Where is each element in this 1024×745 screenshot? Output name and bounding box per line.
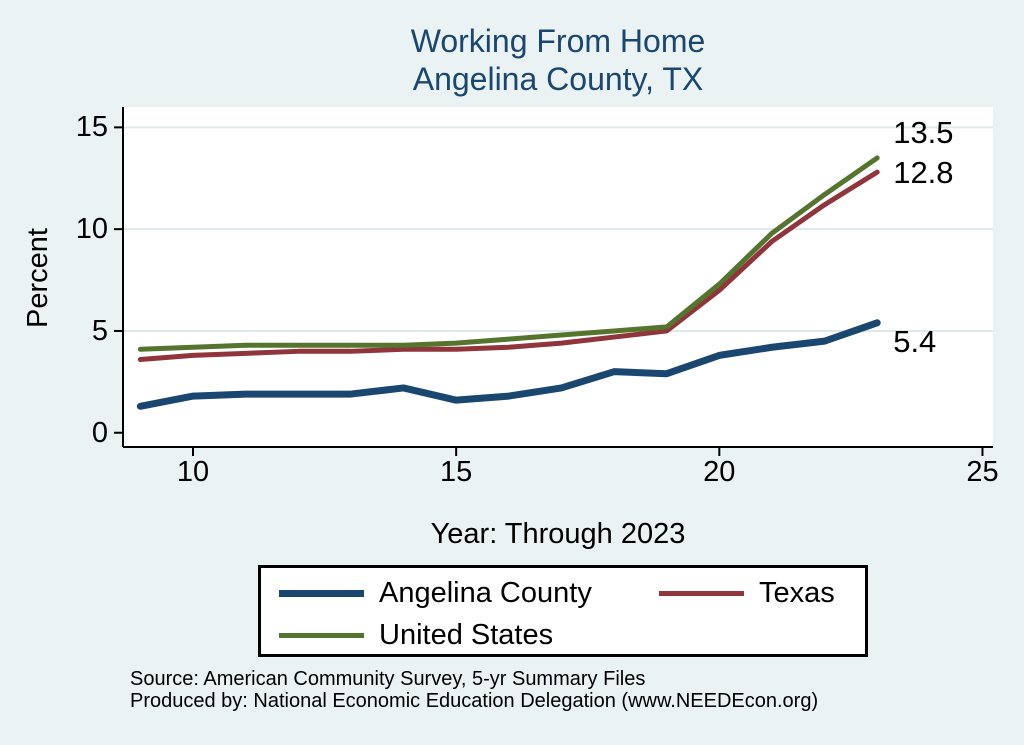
legend-swatch-texas [659,590,744,596]
source-note: Source: American Community Survey, 5-yr … [130,668,646,690]
legend-swatch-angelina-county [279,589,364,597]
legend-label-angelina-county: Angelina County [379,577,592,609]
legend-swatch-united-states [279,632,364,638]
series-line-united-states [137,155,880,352]
chart-title-line2: Angelina County, TX [412,61,704,97]
legend-label-texas: Texas [759,577,835,609]
chart-title: Working From Home Angelina County, TX [123,22,993,98]
series-line-texas [137,169,880,362]
legend-label-united-states: United States [379,619,554,651]
chart-title-line1: Working From Home [410,23,706,59]
x-axis-label: Year: Through 2023 [430,518,686,550]
legend: Angelina County Texas United States [258,565,868,657]
footer: Source: American Community Survey, 5-yr … [130,668,818,712]
y-axis-label: Percent [22,228,54,328]
producer-note: Produced by: National Economic Education… [130,690,819,712]
series-line-angelina-county [136,319,881,410]
